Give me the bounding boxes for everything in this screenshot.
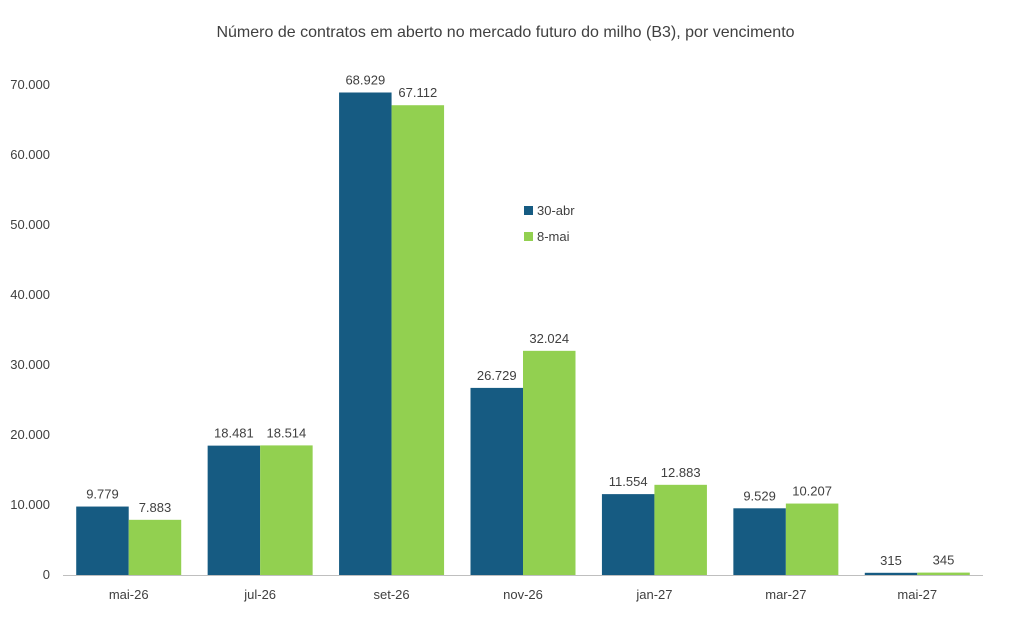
data-label: 18.481 [214,426,254,441]
data-label: 9.529 [743,488,776,503]
y-tick-label: 50.000 [10,217,50,232]
bar-30-abr-mai-26 [76,506,129,575]
y-tick-label: 70.000 [10,77,50,92]
y-tick-label: 10.000 [10,497,50,512]
legend-swatch-30-abr [524,206,533,215]
data-label: 68.929 [345,72,385,87]
x-tick-label: jul-26 [243,587,276,602]
bar-8-mai-jan-27 [654,484,707,575]
bar-8-mai-set-26 [391,105,445,575]
bar-30-abr-set-26 [339,92,392,575]
y-tick-label: 30.000 [10,357,50,372]
bar-8-mai-mar-27 [785,503,839,575]
data-label: 7.883 [139,500,172,515]
bar-8-mai-mai-26 [128,519,182,575]
y-tick-label: 40.000 [10,287,50,302]
legend-swatch-8-mai [524,232,533,241]
chart-title: Número de contratos em aberto no mercado… [216,24,795,41]
bar-30-abr-mai-27 [864,572,918,575]
data-label: 9.779 [86,487,119,502]
y-tick-label: 0 [43,567,50,582]
x-tick-label: nov-26 [503,587,543,602]
bar-30-abr-jul-26 [207,445,261,575]
bar-30-abr-jan-27 [601,494,655,575]
data-label: 32.024 [529,331,569,346]
y-tick-label: 60.000 [10,147,50,162]
x-tick-label: jan-27 [635,587,672,602]
x-tick-label: mai-27 [897,587,937,602]
data-label: 345 [933,553,955,568]
bar-8-mai-mai-27 [917,572,970,575]
legend-label: 8-mai [537,229,570,244]
x-tick-label: set-26 [374,587,410,602]
data-label: 12.883 [661,465,701,480]
x-tick-label: mai-26 [109,587,149,602]
legend-label: 30-abr [537,203,575,218]
bar-8-mai-nov-26 [523,350,576,575]
data-label: 315 [880,553,902,568]
bar-30-abr-mar-27 [733,508,786,575]
y-tick-label: 20.000 [10,427,50,442]
data-label: 18.514 [267,425,307,440]
data-label: 26.729 [477,368,517,383]
x-tick-label: mar-27 [765,587,806,602]
bar-8-mai-jul-26 [260,445,313,575]
data-label: 10.207 [792,484,832,499]
data-label: 67.112 [398,85,437,100]
data-label: 11.554 [609,474,648,489]
bar-30-abr-nov-26 [470,387,523,575]
